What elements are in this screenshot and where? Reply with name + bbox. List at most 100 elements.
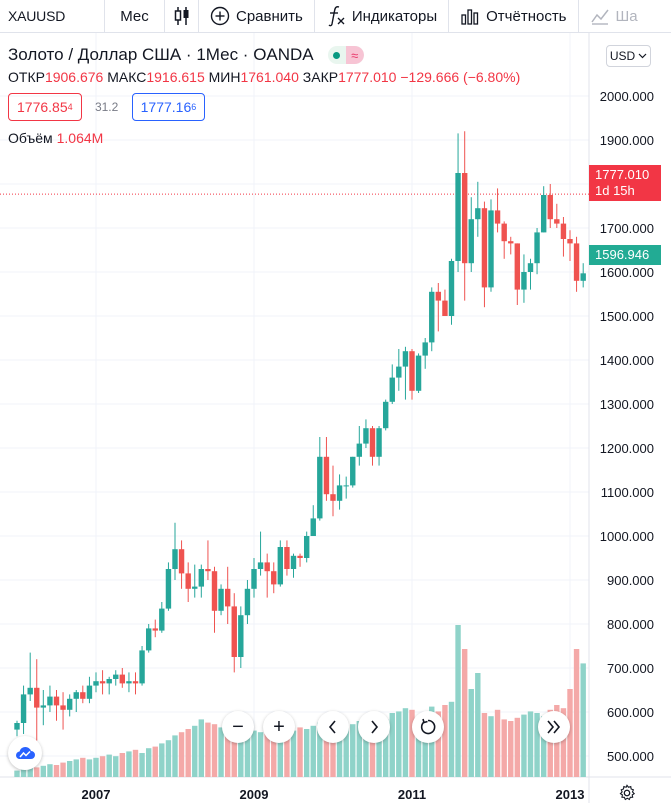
volume-bar	[119, 753, 126, 777]
scroll-left-button[interactable]	[317, 711, 349, 743]
candle-body	[185, 573, 191, 589]
candle-body	[264, 562, 270, 572]
y-tick-label: 800.000	[607, 617, 654, 632]
candle-body	[73, 692, 79, 699]
zoom-in-button[interactable]: +	[263, 711, 295, 743]
scroll-right-button[interactable]	[358, 711, 390, 743]
templates-button[interactable]: Ша	[579, 0, 649, 32]
y-tick-label: 1000.000	[600, 529, 654, 544]
high-value: 1916.615	[146, 69, 205, 85]
candle-body	[290, 555, 297, 569]
volume-bar	[211, 724, 218, 777]
volume-bar	[343, 725, 349, 777]
chevron-left-icon	[328, 720, 336, 734]
open-value: 1906.676	[44, 69, 104, 85]
candle-body	[93, 681, 99, 686]
volume-bar	[481, 713, 488, 777]
legend-ohlc: ОТКР1906.676 МАКС1916.615 МИН1761.040 ЗА…	[8, 69, 520, 85]
chart-settings-button[interactable]	[616, 783, 638, 803]
spread-value: 31.2	[94, 100, 119, 114]
volume-bar	[475, 673, 481, 777]
chart-type-button[interactable]	[165, 0, 199, 32]
minus-icon: −	[232, 715, 244, 738]
reset-icon	[420, 718, 436, 735]
volume-bar	[534, 713, 540, 777]
volume-bar	[80, 757, 86, 777]
y-tick-label: 1600.000	[600, 265, 654, 280]
candle-body	[257, 562, 264, 569]
candle-body	[508, 241, 514, 244]
volume-bar	[422, 717, 428, 777]
candle-body	[27, 687, 33, 695]
symbol-description: Золото / Доллар США · 1Мес · OANDA	[8, 45, 314, 64]
candle-body	[60, 705, 66, 710]
volume-bar	[238, 729, 244, 777]
templates-label: Ша	[615, 7, 638, 25]
candle-body	[534, 232, 540, 264]
compare-button[interactable]: Сравнить	[199, 0, 315, 32]
candle-body	[330, 494, 336, 501]
y-tick-label: 1500.000	[600, 309, 654, 324]
gear-icon	[619, 784, 636, 801]
candle-body	[455, 173, 461, 261]
buy-button[interactable]: 1777.16 6	[131, 93, 206, 121]
candle-body	[205, 569, 211, 572]
market-open-dot-icon	[328, 46, 346, 64]
zoom-out-button[interactable]: −	[222, 711, 254, 743]
financials-label: Отчётность	[486, 7, 567, 25]
candle-body	[132, 681, 139, 684]
candle-body	[277, 547, 284, 585]
candle-body	[303, 536, 310, 558]
candle-body	[53, 696, 60, 706]
candle-body	[192, 586, 198, 589]
volume-bar	[99, 756, 106, 777]
candle-body	[86, 685, 93, 699]
price-chart[interactable]: 2000.0001900.0001800.0001700.0001600.000…	[0, 33, 671, 803]
volume-bar	[409, 709, 415, 777]
candle-body	[14, 723, 20, 730]
volume-bar	[192, 725, 198, 777]
tradingview-logo-button[interactable]	[8, 736, 42, 770]
compare-label: Сравнить	[236, 7, 303, 25]
x-tick-label: 2007	[82, 787, 111, 802]
buy-price: 1777.16	[140, 99, 192, 115]
open-label: ОТКР	[8, 69, 45, 85]
candle-body	[363, 428, 369, 444]
market-status-badge[interactable]: ≈	[327, 46, 364, 64]
candle-body	[238, 615, 244, 657]
chevron-right-icon	[371, 720, 379, 734]
volume-bar	[297, 727, 303, 777]
currency-button[interactable]: USD	[606, 45, 651, 67]
volume-bar	[231, 721, 237, 777]
volume-bar	[488, 716, 494, 777]
volume-bar	[113, 756, 119, 777]
candle-body	[350, 456, 356, 486]
candle-body	[527, 263, 534, 272]
sell-button[interactable]: 1776.85 4	[8, 93, 82, 121]
candle-body	[468, 219, 474, 264]
volume-bar	[382, 719, 389, 777]
interval-button[interactable]: Мес	[105, 0, 165, 32]
volume-bar	[145, 748, 152, 777]
candle-body	[560, 223, 567, 239]
candle-body	[540, 195, 547, 233]
top-toolbar: XAUUSD Мес Сравнить Индикаторы Отчётност…	[0, 0, 671, 33]
symbol-search-button[interactable]: XAUUSD	[0, 0, 105, 32]
change-value: −129.666 (−6.80%)	[400, 69, 521, 85]
x-tick-label: 2009	[240, 787, 269, 802]
scroll-to-realtime-button[interactable]	[538, 711, 570, 743]
candles-icon	[174, 7, 188, 25]
indicators-button[interactable]: Индикаторы	[315, 0, 450, 32]
current-price: 1596.946	[595, 247, 650, 262]
cloud-logo-icon	[16, 746, 35, 759]
candle-body	[145, 628, 152, 651]
y-tick-label: 1300.000	[600, 397, 654, 412]
candle-body	[494, 210, 501, 224]
financials-button[interactable]: Отчётность	[449, 0, 579, 32]
volume-bar	[53, 765, 60, 777]
y-tick-label: 1100.000	[601, 485, 654, 500]
volume-bar	[66, 761, 73, 777]
volume-bar	[547, 709, 553, 777]
candle-body	[409, 351, 415, 391]
reset-chart-button[interactable]	[412, 711, 444, 743]
